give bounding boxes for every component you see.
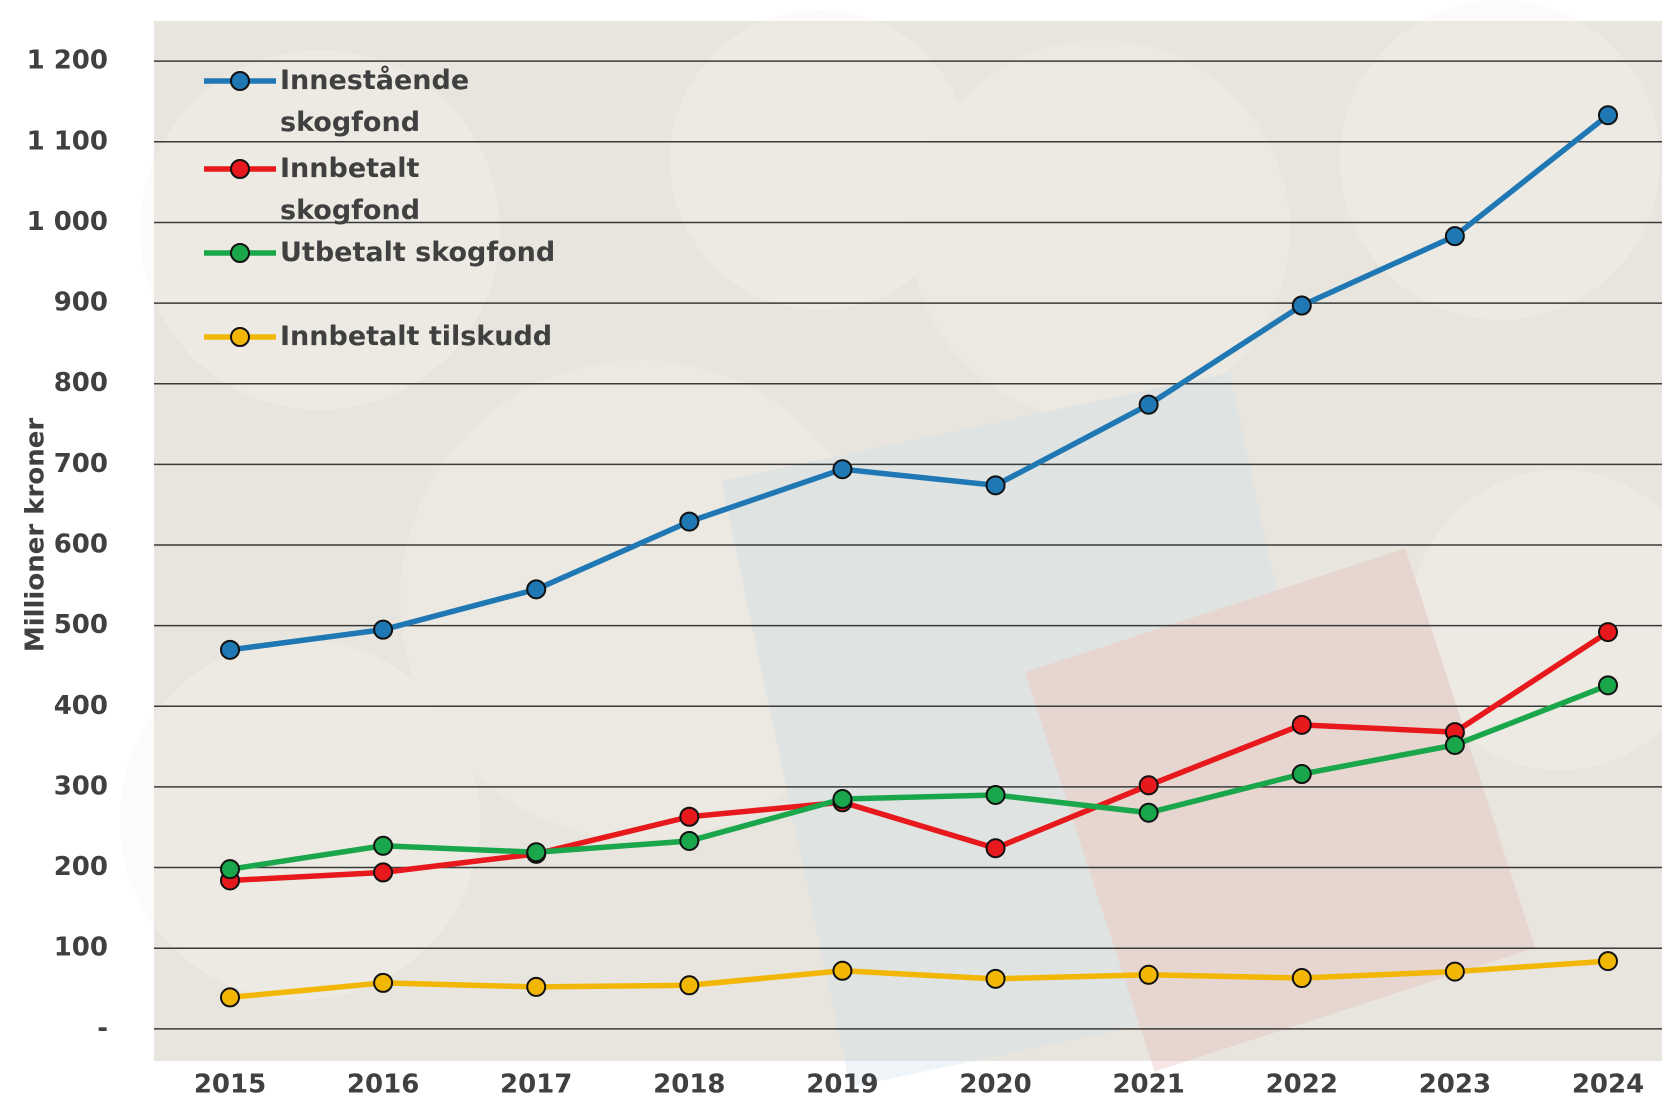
legend-label: Utbetalt skogfond — [280, 237, 556, 268]
y-tick-label: 900 — [54, 288, 108, 318]
data-point — [679, 511, 700, 532]
plot-background — [154, 21, 1662, 1061]
y-tick-label: 1 100 — [27, 126, 108, 156]
data-point — [1138, 394, 1159, 415]
data-point — [1291, 295, 1312, 316]
data-point — [220, 987, 240, 1008]
y-tick-label: 700 — [54, 449, 108, 479]
data-point — [832, 960, 853, 981]
legend-item: Innbetalt tilskudd — [200, 316, 560, 358]
y-tick-label: 1 200 — [27, 46, 108, 76]
data-point — [679, 830, 700, 851]
data-point — [373, 862, 394, 883]
data-point — [373, 972, 394, 993]
data-point — [1138, 775, 1159, 796]
data-point — [526, 579, 547, 600]
data-point — [526, 976, 547, 997]
data-point — [832, 789, 853, 810]
legend-label: Innbetalt tilskudd — [280, 321, 553, 352]
data-point — [373, 835, 394, 856]
x-tick-label: 2023 — [1419, 1070, 1491, 1100]
legend-label: Innestående skogfond — [280, 65, 470, 138]
legend-swatch — [204, 327, 276, 347]
data-point — [985, 838, 1006, 859]
data-point — [1444, 961, 1465, 982]
data-point — [679, 975, 700, 996]
data-point — [1291, 764, 1312, 785]
data-point — [220, 639, 240, 660]
data-point — [1598, 105, 1618, 126]
y-tick-label: 100 — [54, 933, 108, 963]
x-tick-label: 2016 — [347, 1070, 419, 1100]
y-axis-title: Millioner kroner — [21, 418, 51, 653]
y-tick-label: 600 — [54, 530, 108, 560]
x-tick-label: 2018 — [653, 1070, 725, 1100]
y-tick-label: 500 — [54, 610, 108, 640]
legend-marker — [230, 327, 250, 347]
legend-item: Innbetalt skogfond — [200, 148, 560, 232]
legend-marker — [230, 243, 250, 263]
series-line — [229, 113, 1610, 653]
series-line — [229, 682, 1609, 872]
y-tick-label: 800 — [54, 368, 108, 398]
data-point — [832, 459, 853, 480]
data-point — [1598, 622, 1618, 643]
x-tick-label: 2021 — [1112, 1070, 1184, 1100]
legend-label: Innbetalt skogfond — [280, 153, 421, 226]
legend-swatch — [204, 159, 276, 179]
x-tick-label: 2024 — [1572, 1070, 1644, 1100]
data-point — [679, 806, 700, 827]
y-tick-label: 400 — [54, 691, 108, 721]
y-tick-label: - — [97, 1013, 108, 1043]
data-point — [985, 968, 1006, 989]
data-point — [1291, 968, 1312, 989]
data-point — [526, 842, 547, 863]
data-point — [1138, 964, 1159, 985]
data-point — [220, 859, 240, 880]
x-tick-label: 2017 — [500, 1070, 572, 1100]
y-tick-label: 1 000 — [27, 207, 108, 237]
data-point — [1598, 675, 1618, 696]
series-line — [229, 629, 1610, 884]
data-point — [1138, 802, 1159, 823]
data-point — [1291, 714, 1312, 735]
x-tick-label: 2022 — [1266, 1070, 1338, 1100]
y-tick-label: 300 — [54, 771, 108, 801]
data-point — [373, 619, 394, 640]
x-tick-label: 2019 — [806, 1070, 878, 1100]
data-point — [985, 784, 1006, 805]
series-line — [229, 958, 1609, 1001]
legend-marker — [230, 159, 250, 179]
legend-swatch — [204, 71, 276, 91]
data-point — [985, 475, 1006, 496]
legend-marker — [230, 71, 250, 91]
data-point — [1598, 951, 1618, 972]
data-point — [1444, 226, 1465, 247]
legend-item: Utbetalt skogfond — [200, 232, 560, 274]
x-tick-label: 2020 — [959, 1070, 1031, 1100]
data-point — [1444, 734, 1465, 755]
x-tick-label: 2015 — [194, 1070, 266, 1100]
y-tick-label: 200 — [54, 852, 108, 882]
legend-item: Innestående skogfond — [200, 60, 470, 144]
legend-swatch — [204, 243, 276, 263]
